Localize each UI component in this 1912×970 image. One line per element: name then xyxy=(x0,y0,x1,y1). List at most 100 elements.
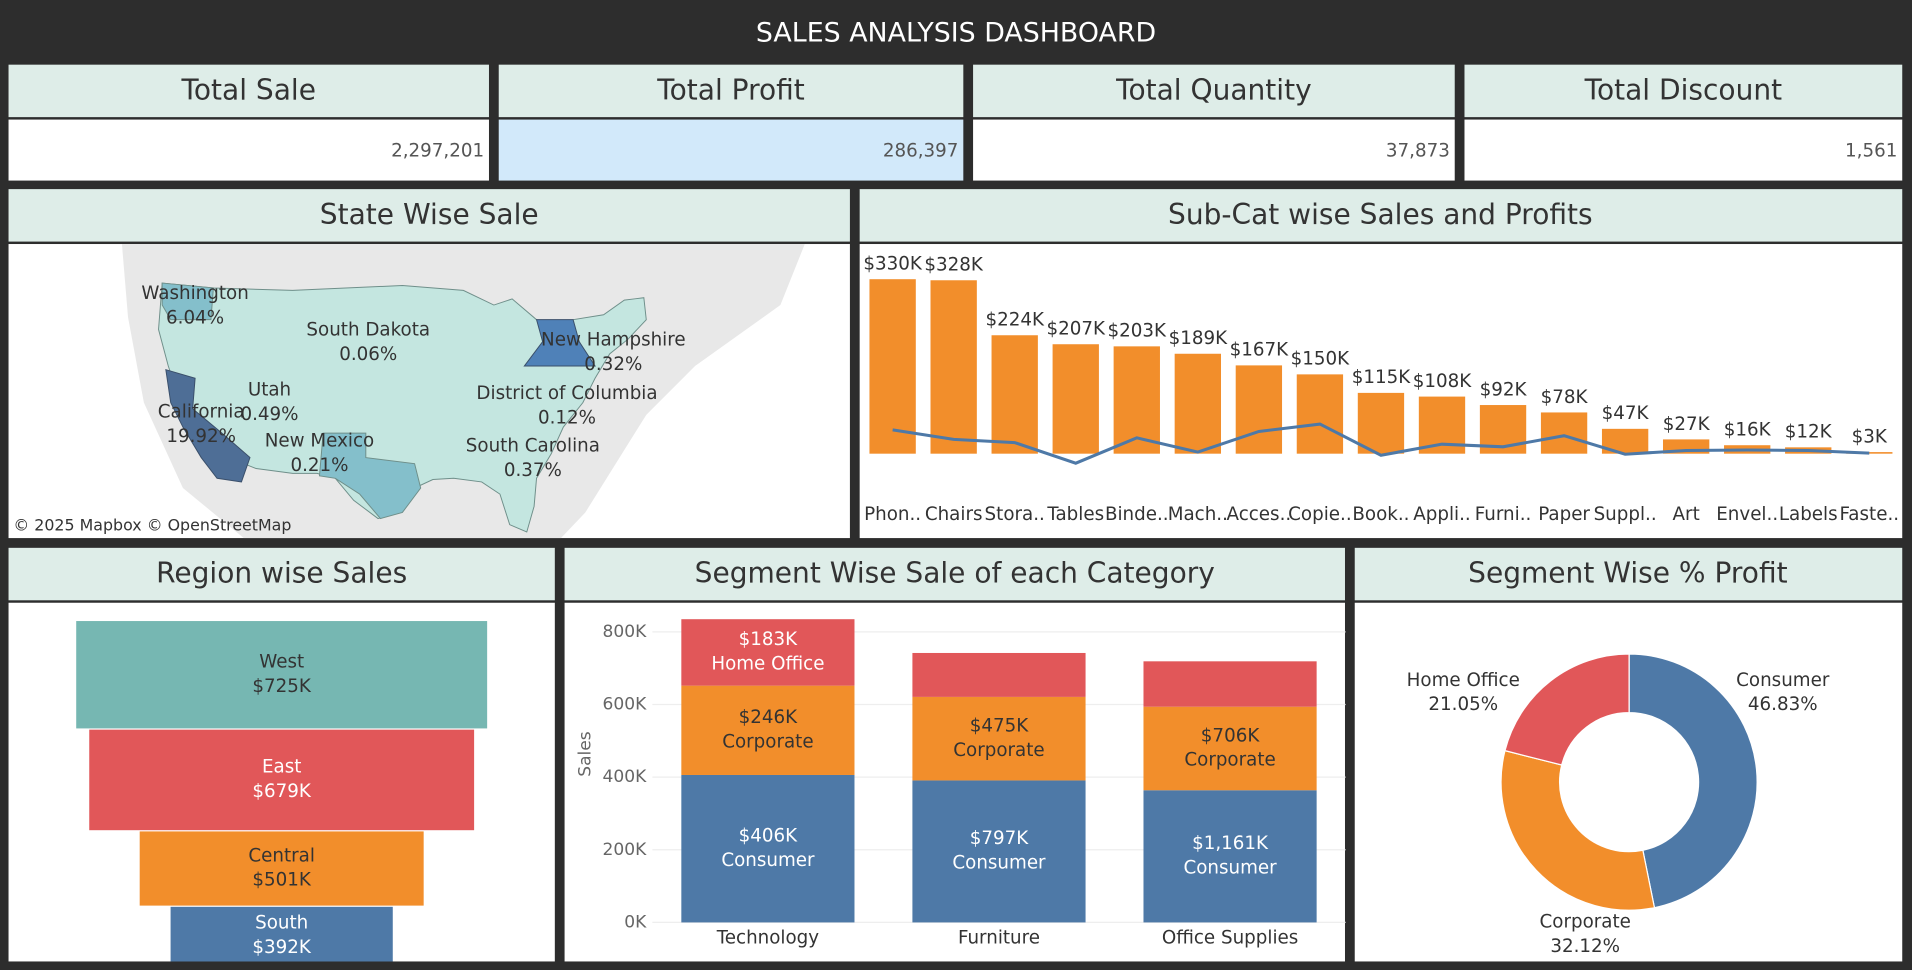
x-tick-label: Suppl.. xyxy=(1594,504,1657,525)
bar-value-label: $92K xyxy=(1480,379,1528,400)
kpi-header xyxy=(973,64,1455,118)
map-share-label: 19.92% xyxy=(166,426,236,447)
bar xyxy=(1296,374,1344,454)
segment-name: Corporate xyxy=(953,740,1044,761)
bar xyxy=(991,335,1038,454)
bar-value-label: $16K xyxy=(1724,420,1772,441)
funnel-segment xyxy=(76,621,488,729)
stacked-bar-segment xyxy=(1143,706,1317,791)
funnel-value: $501K xyxy=(252,870,312,891)
panel-title: Segment Wise Sale of each Category xyxy=(695,557,1215,590)
map-state-label: New Mexico xyxy=(265,431,374,452)
bar-value-label: $203K xyxy=(1108,321,1168,342)
kpi-value-box xyxy=(1464,119,1903,181)
panel-header xyxy=(564,547,1345,601)
bar-value-label: $47K xyxy=(1602,403,1650,424)
bar-value-label: $78K xyxy=(1541,387,1589,408)
kpi-value: 286,397 xyxy=(883,140,959,161)
bar xyxy=(1357,392,1405,454)
segment-label: $406K xyxy=(739,825,799,846)
x-tick-label: Technology xyxy=(716,927,820,948)
y-tick-label: 400K xyxy=(603,767,648,787)
bar xyxy=(869,279,916,454)
y-axis-title: Sales xyxy=(575,731,595,777)
donut-value: 21.05% xyxy=(1428,694,1498,715)
funnel-value: $725K xyxy=(252,676,312,697)
bar-value-label: $328K xyxy=(924,255,984,276)
bar-value-label: $150K xyxy=(1291,349,1351,370)
profit-line xyxy=(892,422,1870,465)
x-tick-label: Art xyxy=(1673,504,1700,525)
x-tick-label: Chairs xyxy=(925,504,983,525)
funnel-value: $392K xyxy=(252,937,312,958)
kpi-title: Total Sale xyxy=(181,74,316,107)
kpi-value: 2,297,201 xyxy=(391,140,484,161)
stacked-bar-segment xyxy=(681,619,855,686)
funnel-value: $679K xyxy=(252,781,312,802)
x-tick-label: Mach.. xyxy=(1168,504,1228,525)
segment-label: $797K xyxy=(970,828,1030,849)
map-state-label: Washington xyxy=(141,283,248,304)
panel-title: Region wise Sales xyxy=(156,557,407,590)
map-state-label: South Carolina xyxy=(466,436,600,457)
x-tick-label: Furniture xyxy=(958,927,1040,948)
donut-name: Consumer xyxy=(1736,670,1830,691)
donut-slice xyxy=(1628,653,1758,909)
kpi-header xyxy=(498,64,964,118)
x-tick-label: Copie.. xyxy=(1288,504,1351,525)
kpi-title: Total Discount xyxy=(1584,74,1782,107)
bar-value-label: $167K xyxy=(1230,340,1290,361)
x-tick-label: Acces.. xyxy=(1227,504,1292,525)
segment-label: $475K xyxy=(970,715,1030,736)
segment-label: $1,161K xyxy=(1192,833,1269,854)
bar xyxy=(930,280,977,454)
donut-name: Home Office xyxy=(1407,670,1520,691)
map-share-label: 0.12% xyxy=(538,407,596,428)
segment-name: Home Office xyxy=(711,654,824,675)
panel-title: Segment Wise % Profit xyxy=(1468,557,1787,590)
stacked-bar-segment xyxy=(681,774,855,923)
map xyxy=(121,244,805,539)
funnel-segment xyxy=(89,729,475,831)
map-state-label: Utah xyxy=(248,379,291,400)
x-tick-label: Binde.. xyxy=(1105,504,1169,525)
map-state-label: South Dakota xyxy=(306,320,430,341)
bar xyxy=(1235,365,1283,454)
funnel-segment xyxy=(139,831,424,906)
segment-label: $706K xyxy=(1201,725,1261,746)
bar-value-label: $224K xyxy=(985,310,1045,331)
panel-header xyxy=(1354,547,1903,601)
x-tick-label: Tables xyxy=(1046,504,1104,525)
bar-value-label: $330K xyxy=(863,254,923,275)
map-state-label: California xyxy=(158,401,245,422)
segment-label: $246K xyxy=(739,707,799,728)
map-share-label: 0.32% xyxy=(584,354,642,375)
stacked-bar-segment xyxy=(912,652,1086,697)
bar xyxy=(1174,353,1222,454)
stacked-bar-segment xyxy=(912,780,1086,923)
x-tick-label: Faste.. xyxy=(1839,504,1899,525)
map-state-label: District of Columbia xyxy=(476,383,657,404)
segment-name: Consumer xyxy=(1183,858,1277,879)
panel-header xyxy=(8,547,555,601)
map-share-label: 0.49% xyxy=(240,404,298,425)
funnel-name: Central xyxy=(248,845,315,866)
state-new-york xyxy=(523,319,596,367)
dashboard-title: SALES ANALYSIS DASHBOARD xyxy=(756,18,1156,49)
stacked-bar-segment xyxy=(1143,661,1317,707)
panel-header xyxy=(8,189,850,242)
donut-value: 46.83% xyxy=(1748,694,1818,715)
bar xyxy=(1540,412,1588,454)
segment-name: Corporate xyxy=(1184,750,1275,771)
donut-slice xyxy=(1500,749,1656,911)
funnel-segment xyxy=(170,906,393,962)
kpi-value-box xyxy=(973,119,1455,181)
funnel-name: West xyxy=(259,652,304,673)
x-tick-label: Appli.. xyxy=(1413,504,1470,525)
segment-label: $183K xyxy=(739,629,799,650)
donut-value: 32.12% xyxy=(1550,936,1620,957)
y-tick-label: 200K xyxy=(603,840,648,860)
segment-name: Consumer xyxy=(952,853,1046,874)
bar-value-label: $207K xyxy=(1047,319,1107,340)
segment-name: Consumer xyxy=(721,850,815,871)
